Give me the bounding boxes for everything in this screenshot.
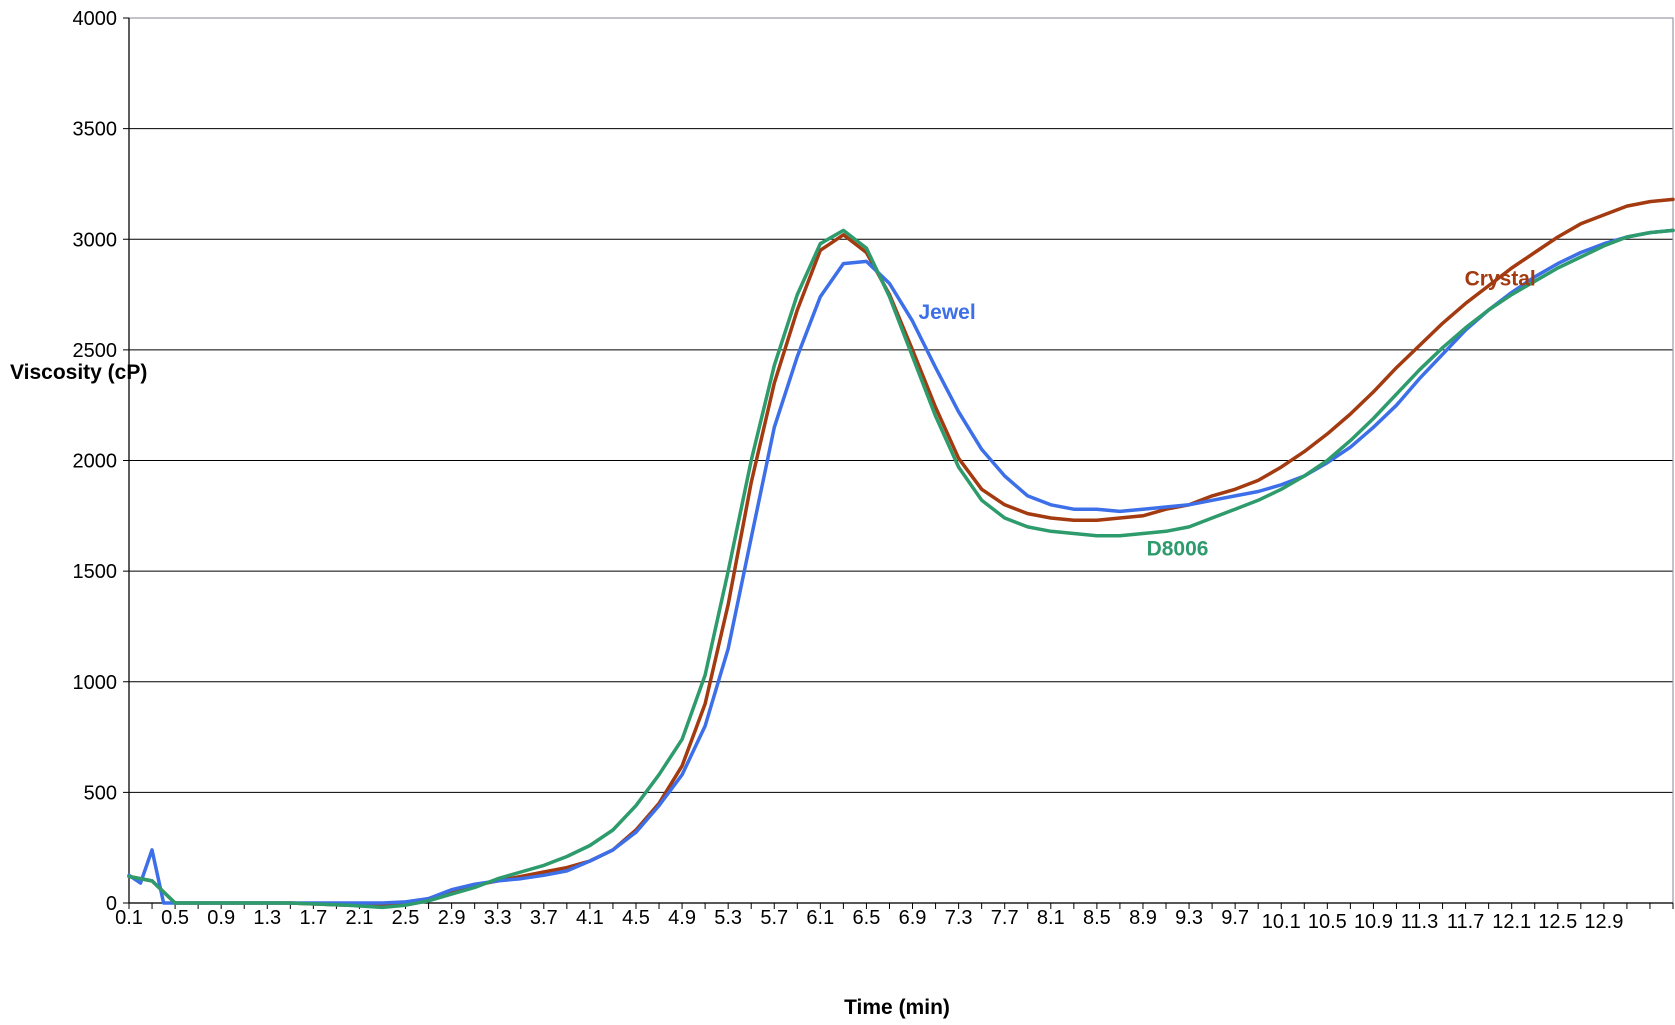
y-tick-label: 0: [106, 893, 117, 915]
x-tick-label: 10.5: [1308, 911, 1347, 933]
y-axis-title: Viscosity (cP): [10, 361, 147, 384]
x-tick-label: 0.5: [161, 907, 189, 929]
y-tick-label: 3500: [73, 119, 118, 141]
y-tick-label: 2000: [73, 451, 118, 473]
x-tick-label: 10.1: [1262, 911, 1301, 933]
x-tick-label: 0.1: [115, 907, 143, 929]
x-tick-label: 8.9: [1129, 907, 1157, 929]
y-tick-label: 3000: [73, 229, 118, 251]
y-axis: 0 500 1000 1500 2000 2500 3000 3500 4000: [73, 8, 130, 915]
x-tick-label: 12.5: [1538, 911, 1577, 933]
y-tick-label: 500: [84, 782, 117, 804]
x-tick-label: 8.1: [1037, 907, 1065, 929]
series-label-d8006: D8006: [1147, 538, 1209, 561]
x-tick-label: 4.9: [668, 907, 696, 929]
x-tick-label: 4.5: [622, 907, 650, 929]
x-axis: 0.1 0.5 0.9 1.3 1.7 2.1 2.5 2.9 3.3 3.7 4.1 4.5 4.9 5…: [115, 902, 1674, 933]
series-lines: [127, 197, 1675, 910]
x-tick-label: 5.3: [714, 907, 742, 929]
y-tick-label: 4000: [73, 8, 118, 30]
gridlines: [129, 17, 1673, 793]
series-labels: Crystal Jewel D8006: [918, 268, 1535, 561]
x-tick-label: 5.7: [760, 907, 788, 929]
series-line-jewel: [127, 228, 1675, 905]
x-tick-label: 6.9: [899, 907, 927, 929]
x-tick-label: 4.1: [576, 907, 604, 929]
series-line-d8006: [127, 228, 1675, 910]
series-label-jewel: Jewel: [918, 301, 975, 324]
x-tick-label: 2.1: [346, 907, 374, 929]
y-tick-label: 1000: [73, 672, 118, 694]
x-tick-label: 9.7: [1221, 907, 1249, 929]
x-tick-label: 0.9: [207, 907, 235, 929]
x-tick-label: 9.3: [1175, 907, 1203, 929]
x-tick-label: 3.3: [484, 907, 512, 929]
x-tick-label: 12.1: [1492, 911, 1531, 933]
series-label-crystal: Crystal: [1465, 268, 1536, 291]
x-tick-label: 2.9: [438, 907, 466, 929]
y-tick-label: 1500: [73, 561, 118, 583]
x-tick-label: 11.3: [1401, 911, 1438, 933]
x-tick-label: 3.7: [530, 907, 558, 929]
x-tick-label: 1.7: [299, 907, 327, 929]
x-axis-title: Time (min): [844, 996, 950, 1019]
y-tick-label: 2500: [73, 340, 118, 362]
x-tick-label: 12.9: [1584, 911, 1623, 933]
x-tick-label: 6.1: [806, 907, 834, 929]
x-tick-label: 2.5: [392, 907, 420, 929]
x-tick-label: 1.3: [253, 907, 281, 929]
x-tick-label: 8.5: [1083, 907, 1111, 929]
x-tick-label: 7.3: [945, 907, 973, 929]
x-tick-label: 10.9: [1354, 911, 1393, 933]
x-tick-label: 11.7: [1447, 911, 1484, 933]
x-tick-label: 6.5: [853, 907, 881, 929]
x-tick-label: 7.7: [991, 907, 1019, 929]
